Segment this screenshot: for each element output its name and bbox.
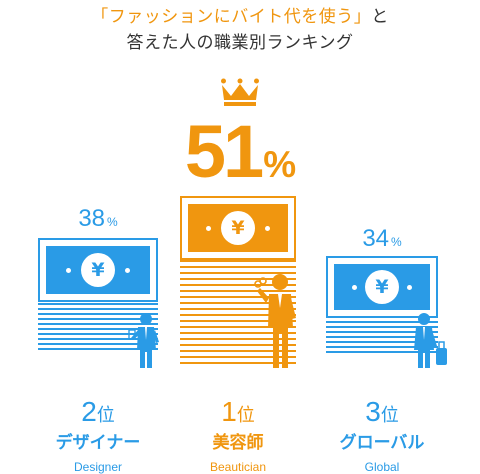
rank-third-number: 3 (365, 396, 381, 427)
job-name-third: グローバル (339, 433, 425, 453)
percent-second-unit: % (107, 215, 118, 229)
title-line-2: 答えた人の職業別ランキング (126, 33, 354, 53)
hairdresser-icon (254, 274, 296, 368)
yen-coin-icon: ¥ (81, 253, 115, 287)
job-english-first: Beautician (209, 460, 267, 474)
banknote-dot-left (206, 225, 211, 231)
banknote-dot-right (265, 225, 270, 231)
rank-first-number: 1 (221, 396, 237, 427)
title-line-1-rest: と (371, 7, 389, 27)
job-name-second: デザイナー (55, 433, 141, 453)
yen-coin-icon: ¥ (365, 270, 399, 304)
rank-second-suffix: 位 (96, 405, 115, 425)
job-name-first: 美容師 (212, 433, 264, 453)
money-stack-third: ¥ (326, 256, 438, 356)
percent-second: 38% (38, 204, 158, 237)
yen-banknote-icon: ¥ (180, 196, 296, 260)
banknote-dot-left (66, 267, 71, 273)
crown-icon (221, 78, 259, 106)
money-stack-first: ¥ (180, 196, 296, 364)
percent-first-unit: % (263, 144, 296, 185)
traveler-icon (414, 313, 447, 368)
banknote-dot-right (125, 267, 130, 273)
banknote-dot-right (407, 284, 412, 290)
rank-first-suffix: 位 (236, 405, 255, 425)
job-english-third: Global (364, 460, 400, 474)
yen-banknote-icon: ¥ (326, 256, 438, 318)
percent-third-value: 34 (362, 225, 390, 252)
yen-banknote-icon: ¥ (38, 238, 158, 302)
rank-first: 1位 (180, 396, 296, 428)
job-english-second: Designer (73, 460, 123, 474)
money-stack-second: ¥ (38, 238, 158, 350)
rank-third: 3位 (326, 396, 438, 428)
percent-first-value: 51 (184, 110, 264, 193)
percent-second-value: 38 (78, 205, 106, 232)
infographic-title: 「ファッションにバイト代を使う」と 答えた人の職業別ランキング (0, 4, 480, 56)
percent-third: 34% (326, 224, 438, 257)
banknote-dot-left (352, 284, 357, 290)
percent-third-unit: % (391, 235, 402, 249)
title-highlight: 「ファッションにバイト代を使う」 (91, 7, 372, 27)
rank-second-number: 2 (81, 396, 97, 427)
designer-icon (128, 313, 159, 368)
title-line-1: 「ファッションにバイト代を使う」と (0, 4, 480, 30)
rank-second: 2位 (38, 396, 158, 428)
percent-first: 51% (172, 112, 306, 205)
stack-lines-first (180, 260, 296, 364)
yen-coin-icon: ¥ (221, 211, 255, 245)
rank-third-suffix: 位 (380, 405, 399, 425)
